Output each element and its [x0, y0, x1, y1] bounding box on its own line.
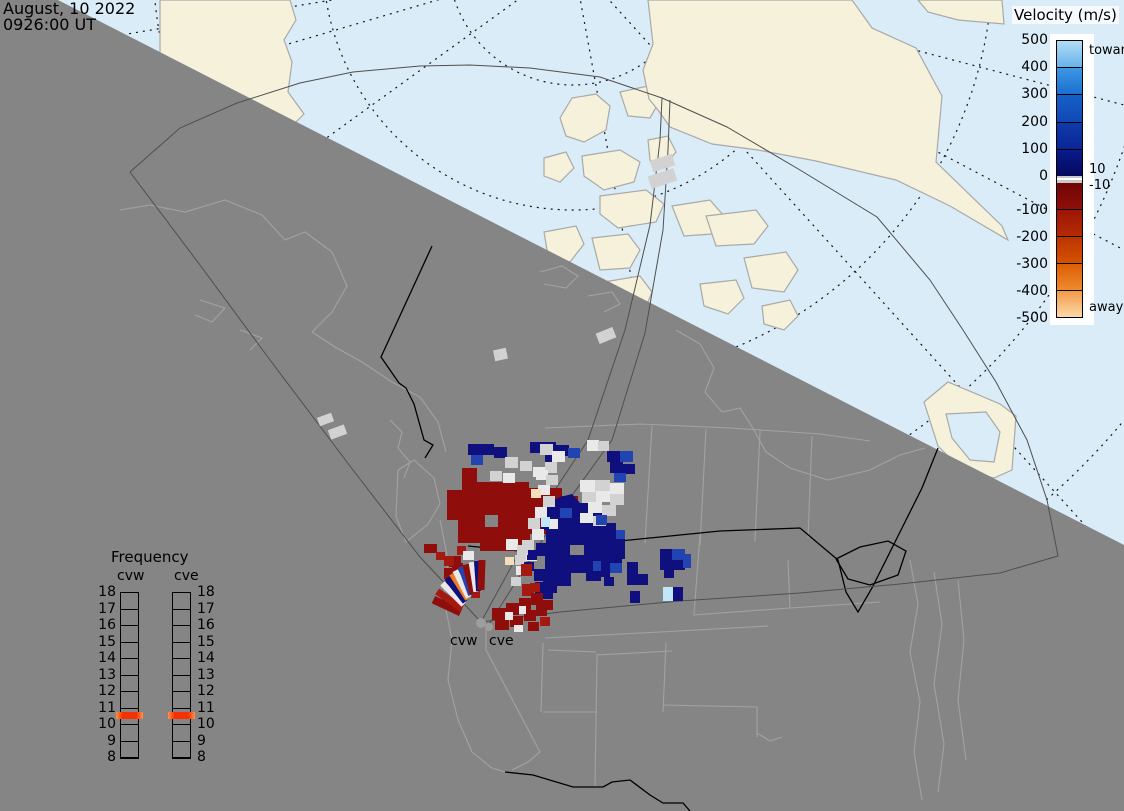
frequency-bar-segment: [173, 643, 190, 659]
frequency-bar-segment: [173, 725, 190, 742]
timestamp-time: 0926:00 UT: [3, 15, 97, 34]
timestamp-date: August, 10 2022: [3, 0, 136, 18]
velocity-seg-red: [1057, 237, 1082, 264]
velocity-seg-blue: [1057, 149, 1082, 177]
radar-site-label-cve: cve: [489, 633, 514, 649]
frequency-legend-title: Frequency: [111, 548, 189, 566]
frequency-bar-segment: [173, 593, 190, 610]
frequency-tick-label: 10: [197, 716, 215, 732]
frequency-tick-label: 13: [197, 666, 215, 683]
frequency-col-cve-label: cve: [174, 568, 199, 584]
velocity-legend-title: Velocity (m/s): [1012, 6, 1119, 24]
frequency-tick-label: 9: [197, 732, 206, 749]
velocity-tick-label: 300: [1021, 86, 1048, 103]
velocity-away-label: away: [1089, 300, 1124, 315]
velocity-tick-label: 100: [1021, 140, 1048, 157]
frequency-tick-label: 14: [197, 650, 215, 666]
frequency-tick-label: 10: [98, 716, 116, 732]
frequency-bar-cvw: [120, 592, 139, 759]
frequency-bar-segment: [121, 676, 138, 692]
velocity-seg-blue: [1057, 122, 1082, 150]
frequency-bar-segment: [121, 692, 138, 709]
frequency-bar-segment: [173, 709, 190, 725]
velocity-tick-label: 400: [1021, 59, 1048, 76]
radar-site-dot: [476, 618, 486, 628]
velocity-seg-red: [1057, 291, 1082, 318]
frequency-bar-segment: [173, 692, 190, 709]
frequency-tick-label: 14: [98, 650, 116, 666]
frequency-tick-label: 18: [197, 584, 215, 600]
frequency-tick-label: 15: [98, 633, 116, 650]
velocity-seg-blue: [1057, 41, 1082, 69]
velocity-zero-band: [1056, 176, 1083, 183]
frequency-tick-label: 16: [197, 617, 215, 633]
frequency-bar-segment: [121, 659, 138, 676]
frequency-tick-label: 13: [98, 666, 116, 683]
velocity-seg-red: [1057, 183, 1082, 210]
frequency-col-cvw-label: cvw: [117, 568, 145, 584]
frequency-tick-label: 11: [98, 699, 116, 716]
frequency-marker-cvw: [116, 712, 143, 720]
velocity-tick-label: 0: [1039, 168, 1048, 184]
frequency-bar-segment: [173, 659, 190, 676]
velocity-neg-threshold: -10: [1089, 178, 1111, 193]
frequency-tick-label: 15: [197, 633, 215, 650]
frequency-tick-label: 8: [107, 749, 116, 765]
frequency-bar-segment: [173, 626, 190, 643]
frequency-bar-cve: [172, 592, 191, 759]
frequency-tick-label: 12: [197, 683, 215, 699]
frequency-bar-segment: [121, 626, 138, 643]
frequency-marker-cve: [168, 712, 195, 720]
timestamp: August, 10 2022 0926:00 UT: [3, 1, 135, 33]
velocity-tick-label: 500: [1021, 32, 1048, 48]
velocity-tick-label: -500: [1016, 310, 1048, 326]
landmasses: [159, 0, 1017, 479]
night-map-lines: [119, 199, 967, 801]
velocity-tick-label: -100: [1016, 202, 1048, 218]
velocity-toward-label: toward: [1089, 43, 1124, 58]
velocity-tick-label: 200: [1021, 113, 1048, 130]
frequency-tick-label: 18: [98, 584, 116, 600]
frequency-bar-segment: [121, 610, 138, 626]
frequency-tick-label: 16: [98, 617, 116, 633]
frequency-bar-segment: [121, 709, 138, 725]
radar-site-label-cvw: cvw: [450, 633, 478, 649]
frequency-bar-segment: [173, 610, 190, 626]
velocity-tick-label: -300: [1016, 256, 1048, 272]
frequency-tick-label: 17: [197, 600, 215, 617]
frequency-tick-label: 11: [197, 699, 215, 716]
frequency-bar-segment: [121, 643, 138, 659]
velocity-tick-label: -400: [1016, 283, 1048, 299]
velocity-pos-threshold: 10: [1089, 162, 1106, 177]
frequency-bar-segment: [121, 593, 138, 610]
velocity-seg-red: [1057, 210, 1082, 237]
velocity-seg-blue: [1057, 68, 1082, 96]
frequency-bar-segment: [121, 742, 138, 758]
frequency-tick-label: 17: [98, 600, 116, 617]
frequency-tick-label: 8: [197, 749, 206, 765]
velocity-data-cells: [316, 153, 691, 632]
velocity-seg-blue: [1057, 95, 1082, 123]
frequency-bar-segment: [173, 742, 190, 758]
velocity-tick-label: -200: [1016, 229, 1048, 245]
velocity-seg-red: [1057, 264, 1082, 291]
frequency-bar-segment: [173, 676, 190, 692]
velocity-data-blob: [447, 468, 591, 551]
frequency-bar-segment: [121, 725, 138, 742]
frequency-tick-label: 9: [107, 732, 116, 749]
frequency-tick-label: 12: [98, 683, 116, 699]
radar-site-dot: [485, 623, 493, 631]
